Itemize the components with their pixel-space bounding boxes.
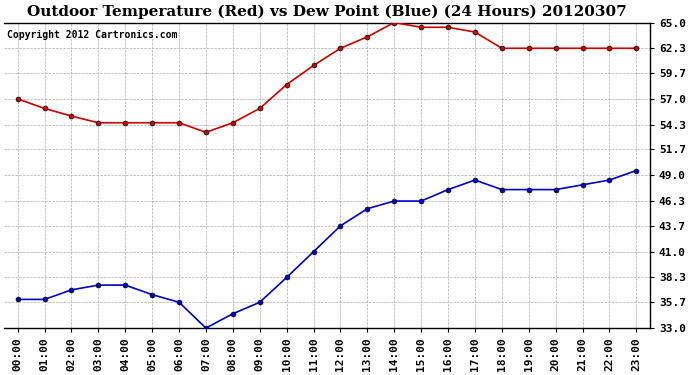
Title: Outdoor Temperature (Red) vs Dew Point (Blue) (24 Hours) 20120307: Outdoor Temperature (Red) vs Dew Point (…: [27, 4, 627, 18]
Text: Copyright 2012 Cartronics.com: Copyright 2012 Cartronics.com: [8, 30, 178, 40]
